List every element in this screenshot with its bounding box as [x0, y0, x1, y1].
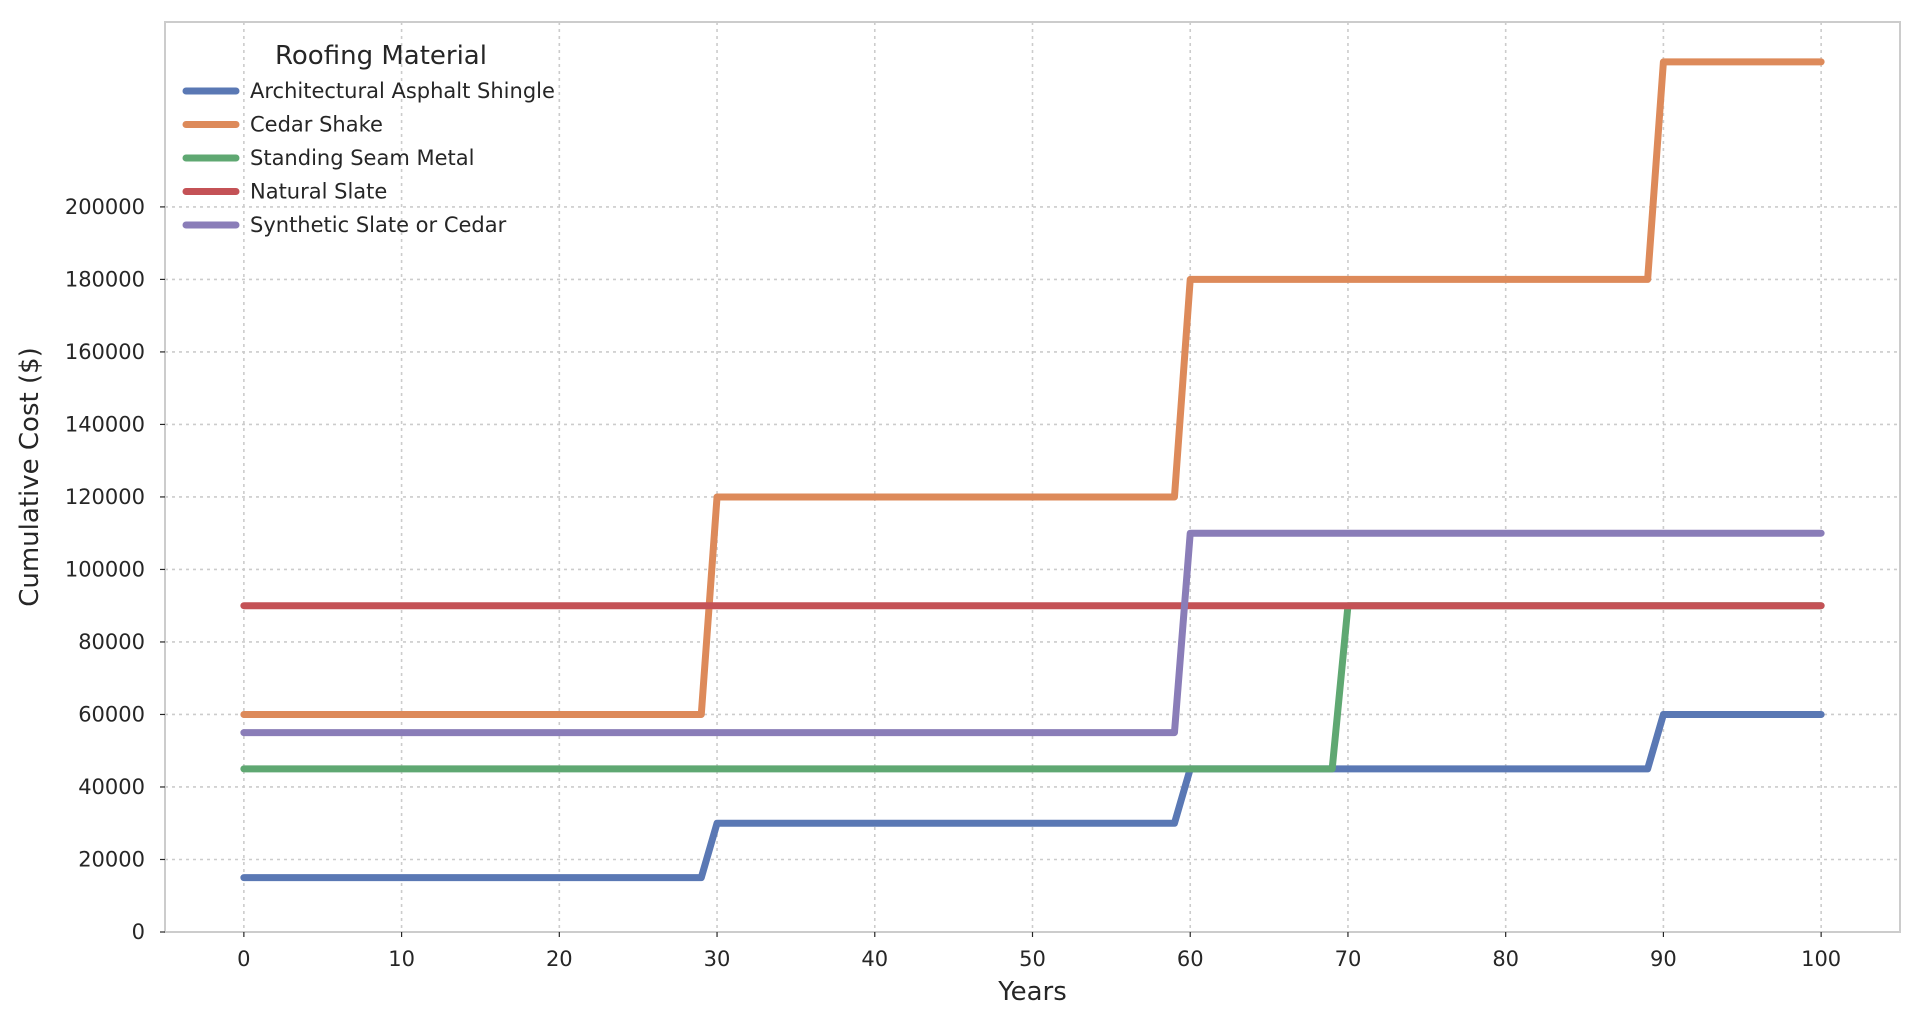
legend-label: Natural Slate: [250, 180, 387, 204]
legend-label: Synthetic Slate or Cedar: [250, 213, 507, 237]
x-tick-label: 50: [1019, 947, 1046, 971]
y-tick-label: 80000: [78, 630, 145, 654]
y-tick-label: 120000: [65, 485, 145, 509]
series-lines: [240, 58, 1825, 882]
legend-title: Roofing Material: [275, 41, 487, 71]
x-axis-ticks: 0 10 20 30 40 50 60 70 80 90 100: [237, 932, 1841, 971]
y-axis-ticks: 0 20000 40000 60000 80000 100000 120000 140000 1…: [65, 195, 165, 944]
series-line-2: [240, 58, 1825, 718]
x-tick-label: 0: [237, 947, 250, 971]
y-tick-label: 0: [132, 920, 145, 944]
y-tick-label: 60000: [78, 702, 145, 726]
legend: Roofing Material Architectural Asphalt S…: [182, 41, 555, 237]
series-line-5: [240, 529, 1825, 737]
legend-label: Architectural Asphalt Shingle: [250, 79, 555, 103]
y-tick-label: 100000: [65, 557, 145, 581]
series-line-1: [240, 710, 1825, 882]
y-tick-label: 180000: [65, 267, 145, 291]
x-tick-label: 100: [1801, 947, 1841, 971]
legend-label: Cedar Shake: [250, 113, 383, 137]
x-tick-label: 20: [546, 947, 573, 971]
y-tick-label: 140000: [65, 412, 145, 436]
x-tick-label: 90: [1650, 947, 1677, 971]
x-tick-label: 70: [1335, 947, 1362, 971]
x-tick-label: 60: [1177, 947, 1204, 971]
y-tick-label: 20000: [78, 847, 145, 871]
y-tick-label: 40000: [78, 775, 145, 799]
x-tick-label: 80: [1492, 947, 1519, 971]
x-tick-label: 10: [388, 947, 415, 971]
x-axis-label: Years: [997, 977, 1067, 1007]
x-tick-label: 30: [704, 947, 731, 971]
y-axis-label: Cumulative Cost ($): [15, 347, 45, 607]
legend-label: Standing Seam Metal: [250, 146, 474, 170]
y-tick-label: 160000: [65, 340, 145, 364]
x-tick-label: 40: [861, 947, 888, 971]
y-tick-label: 200000: [65, 195, 145, 219]
